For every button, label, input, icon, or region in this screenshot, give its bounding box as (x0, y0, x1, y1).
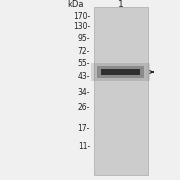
Text: 26-: 26- (78, 103, 90, 112)
Text: 1: 1 (118, 0, 123, 9)
Text: 34-: 34- (78, 88, 90, 97)
Text: 170-: 170- (73, 12, 90, 21)
Text: 11-: 11- (78, 142, 90, 151)
Bar (91, 64, 150, 81)
Bar (94, 7, 148, 175)
Text: 43-: 43- (78, 72, 90, 81)
Bar (97, 66, 144, 78)
Text: 17-: 17- (78, 124, 90, 133)
Text: kDa: kDa (67, 0, 84, 9)
Text: 95-: 95- (78, 34, 90, 43)
Text: 130-: 130- (73, 22, 90, 31)
Text: 55-: 55- (78, 59, 90, 68)
Bar (101, 69, 140, 75)
Text: 72-: 72- (78, 47, 90, 56)
